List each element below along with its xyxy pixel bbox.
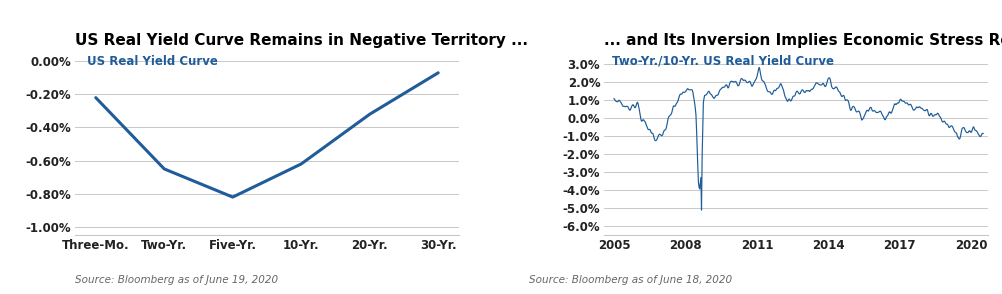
Text: Source: Bloomberg as of June 19, 2020: Source: Bloomberg as of June 19, 2020	[75, 275, 279, 285]
Text: ... and Its Inversion Implies Economic Stress Remains: ... and Its Inversion Implies Economic S…	[604, 33, 1002, 48]
Text: US Real Yield Curve Remains in Negative Territory ...: US Real Yield Curve Remains in Negative …	[75, 33, 528, 48]
Text: Two-Yr./10-Yr. US Real Yield Curve: Two-Yr./10-Yr. US Real Yield Curve	[611, 55, 834, 68]
Text: US Real Yield Curve: US Real Yield Curve	[86, 55, 217, 68]
Text: Source: Bloomberg as of June 18, 2020: Source: Bloomberg as of June 18, 2020	[528, 275, 731, 285]
